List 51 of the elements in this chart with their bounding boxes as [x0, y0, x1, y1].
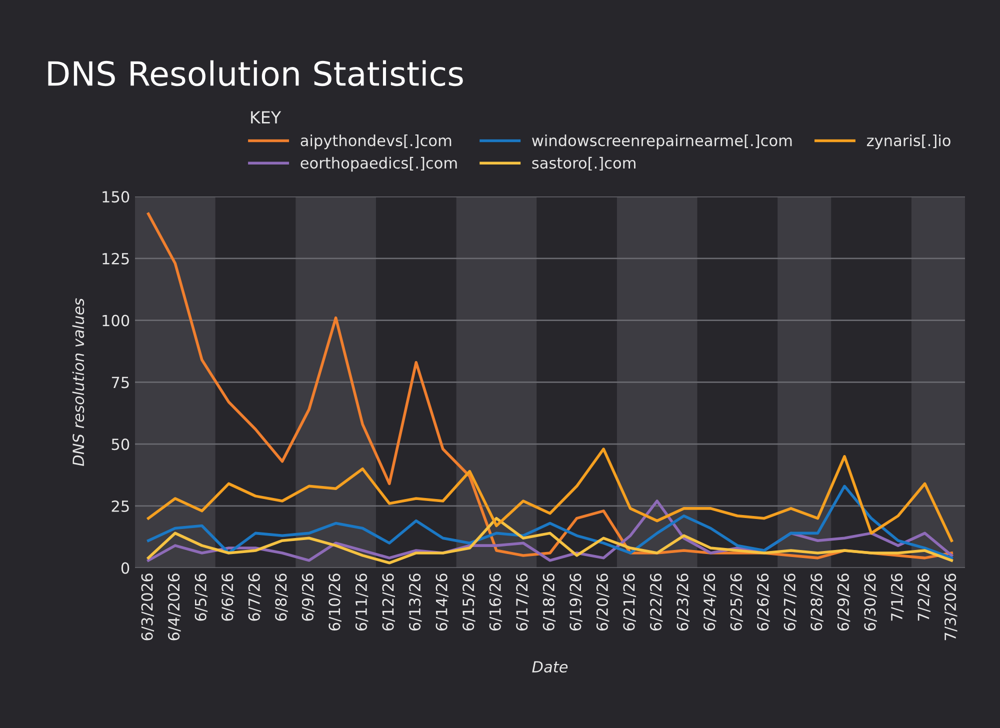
line-series: [146, 448, 954, 542]
x-tick-label: 6/20/26: [596, 574, 610, 631]
x-tick-label: 6/14/26: [436, 574, 449, 631]
x-tick-label: 6/29/26: [837, 574, 850, 631]
legend-label: sastoro[.]com: [532, 156, 636, 171]
x-tick-label: 6/23/26: [676, 574, 690, 631]
x-tick-label: 6/15/26: [462, 574, 476, 631]
x-tick-label: 6/18/26: [542, 574, 556, 631]
x-tick-label: 6/25/26: [730, 574, 744, 631]
x-tick-label: 6/19/26: [570, 574, 582, 631]
y-axis-title: DNS resolution values: [72, 298, 84, 466]
x-tick-label: 6/24/26: [704, 574, 716, 631]
x-tick-label: 6/22/26: [650, 574, 663, 631]
x-tick-label: 6/5/26: [194, 574, 208, 621]
x-tick-label: 6/8/26: [275, 574, 288, 621]
y-tick-label: 0: [121, 562, 130, 574]
line-series: [146, 516, 954, 564]
chart-title: DNS Resolution Statistics: [48, 60, 463, 86]
legend-label: eorthopaedics[.]com: [300, 156, 457, 172]
y-tick-label: 75: [112, 376, 129, 388]
y-tick-label: 50: [112, 438, 130, 450]
line-series: [146, 484, 954, 560]
legend-label: windowscreenrepairnearme[.]com: [532, 134, 792, 150]
y-tick-label: 150: [102, 191, 130, 203]
x-tick-label: 6/17/26: [516, 574, 529, 631]
x-tick-label: 6/3/2026: [141, 574, 154, 640]
x-tick-label: 6/30/26: [864, 574, 877, 631]
x-tick-label: 6/13/26: [409, 574, 422, 631]
x-tick-label: 7/3/2026: [944, 574, 958, 640]
x-tick-label: 6/27/26: [784, 574, 797, 631]
y-tick-label: 125: [102, 252, 129, 264]
x-tick-label: 6/21/26: [623, 574, 636, 631]
x-tick-label: 6/7/26: [248, 574, 262, 621]
legend-title: KEY: [251, 111, 282, 124]
x-tick-label: 6/16/26: [489, 574, 502, 631]
x-tick-label: 6/26/26: [757, 574, 770, 631]
x-tick-label: 6/4/2026: [168, 574, 181, 640]
line-series: [146, 212, 954, 560]
x-tick-label: 7/2/26: [918, 574, 930, 621]
legend-label: zynaris[.]io: [866, 134, 950, 150]
x-tick-label: 7/1/26: [890, 574, 904, 621]
x-tick-label: 6/12/26: [382, 574, 395, 631]
legend-label: aipythondevs[.]com: [300, 134, 452, 150]
x-tick-label: 6/9/26: [302, 574, 315, 621]
x-tick-label: 6/28/26: [810, 574, 824, 631]
y-tick-label: 25: [112, 500, 129, 512]
y-tick-label: 100: [102, 314, 130, 326]
x-tick-label: 6/11/26: [355, 574, 368, 631]
x-tick-label: 6/10/26: [328, 574, 342, 631]
x-tick-label: 6/6/26: [222, 574, 234, 621]
x-axis-title: Date: [532, 661, 568, 673]
